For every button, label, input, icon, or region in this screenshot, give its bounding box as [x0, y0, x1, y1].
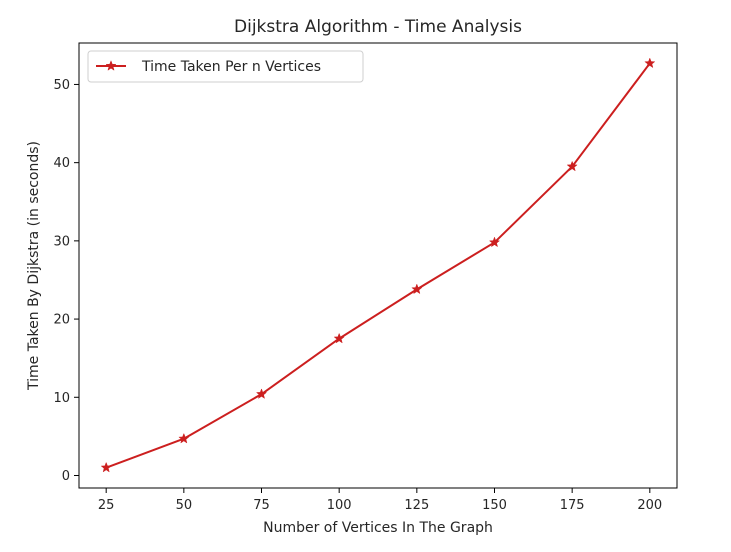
x-tick-label: 100 — [327, 498, 352, 513]
y-axis-ticks: 0 10 20 30 40 50 — [53, 78, 79, 484]
x-tick-label: 150 — [482, 498, 507, 513]
data-point-150 — [488, 236, 501, 248]
series-0 — [100, 57, 656, 473]
legend-star-marker — [105, 60, 117, 71]
y-tick-label: 30 — [53, 234, 70, 249]
x-tick-label: 200 — [637, 498, 662, 513]
x-tick-100: 100 — [327, 488, 352, 513]
y-tick-label: 40 — [53, 156, 70, 171]
x-tick-50: 50 — [176, 488, 193, 513]
y-tick-0: 0 — [62, 469, 79, 484]
data-point-50 — [178, 432, 190, 444]
y-tick-label: 0 — [62, 469, 70, 484]
y-tick-30: 30 — [53, 234, 79, 249]
y-tick-label: 20 — [53, 313, 70, 328]
data-point-25 — [100, 461, 112, 473]
x-tick-175: 175 — [560, 488, 585, 513]
legend-box — [87, 50, 364, 83]
y-tick-label: 50 — [53, 78, 70, 93]
legend-label-time-taken: Time Taken Per n Vertices — [141, 59, 321, 75]
plot-area-frame — [78, 42, 678, 489]
x-tick-label: 50 — [176, 498, 193, 513]
series-layer — [100, 57, 656, 473]
data-point-175 — [566, 160, 578, 172]
x-tick-125: 125 — [404, 488, 429, 513]
y-tick-20: 20 — [53, 313, 79, 328]
x-tick-label: 125 — [404, 498, 429, 513]
legend: Time Taken Per n Vertices — [87, 50, 364, 83]
x-tick-label: 25 — [98, 498, 115, 513]
y-tick-10: 10 — [53, 391, 79, 406]
series-line — [105, 62, 651, 469]
x-tick-label: 75 — [253, 498, 270, 513]
data-point-200 — [644, 57, 656, 69]
y-tick-40: 40 — [53, 156, 79, 171]
x-tick-label: 175 — [560, 498, 585, 513]
data-point-75 — [255, 388, 268, 399]
y-tick-50: 50 — [53, 78, 79, 93]
x-axis-ticks: 25 50 75 100 125 150 175 200 — [98, 488, 662, 513]
y-axis-label: Time Taken By Dijkstra (in seconds) — [26, 141, 42, 391]
x-tick-75: 75 — [253, 488, 270, 513]
x-tick-25: 25 — [98, 488, 115, 513]
y-tick-label: 10 — [53, 391, 70, 406]
data-point-100 — [333, 332, 345, 344]
x-tick-200: 200 — [637, 488, 662, 513]
data-point-125 — [411, 283, 423, 295]
x-axis-label: Number of Vertices In The Graph — [263, 520, 493, 536]
x-tick-150: 150 — [482, 488, 507, 513]
chart-title: Dijkstra Algorithm - Time Analysis — [234, 17, 522, 37]
